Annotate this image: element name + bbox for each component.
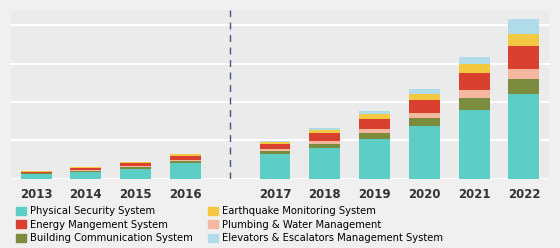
Bar [409, 94, 440, 100]
Bar [170, 163, 201, 179]
Bar [309, 148, 340, 179]
Bar [309, 128, 340, 130]
Bar [309, 130, 340, 133]
Bar [508, 79, 539, 94]
Bar [359, 139, 390, 179]
Bar [508, 68, 539, 79]
Bar [508, 46, 539, 68]
Bar [508, 19, 539, 34]
Bar [21, 171, 52, 172]
Bar [459, 98, 489, 110]
Bar [21, 172, 52, 173]
Bar [409, 118, 440, 126]
Bar [120, 162, 151, 163]
Bar [309, 141, 340, 144]
Bar [71, 167, 101, 168]
Bar [409, 113, 440, 118]
Bar [260, 144, 291, 150]
Bar [71, 168, 101, 170]
Bar [260, 151, 291, 154]
Bar [21, 173, 52, 174]
Bar [71, 170, 101, 171]
Bar [120, 167, 151, 169]
Bar [260, 154, 291, 179]
Bar [260, 142, 291, 144]
Bar [409, 89, 440, 94]
Bar [170, 161, 201, 163]
Bar [359, 133, 390, 139]
Bar [359, 111, 390, 114]
Bar [359, 114, 390, 119]
Bar [170, 160, 201, 161]
Legend: Physical Security System, Energy Mangement System, Building Communication System: Physical Security System, Energy Mangeme… [16, 206, 443, 243]
Bar [459, 63, 489, 73]
Bar [260, 141, 291, 142]
Bar [120, 163, 151, 166]
Bar [359, 119, 390, 129]
Bar [459, 73, 489, 91]
Bar [459, 91, 489, 98]
Bar [120, 161, 151, 162]
Bar [309, 144, 340, 148]
Bar [170, 156, 201, 160]
Bar [21, 174, 52, 179]
Bar [508, 34, 539, 46]
Bar [508, 94, 539, 179]
Bar [170, 154, 201, 155]
Bar [409, 126, 440, 179]
Bar [71, 171, 101, 172]
Bar [120, 169, 151, 179]
Bar [120, 166, 151, 167]
Bar [71, 172, 101, 179]
Bar [459, 110, 489, 179]
Bar [459, 57, 489, 63]
Bar [409, 100, 440, 113]
Bar [359, 129, 390, 133]
Bar [260, 150, 291, 151]
Bar [170, 155, 201, 156]
Bar [309, 133, 340, 141]
